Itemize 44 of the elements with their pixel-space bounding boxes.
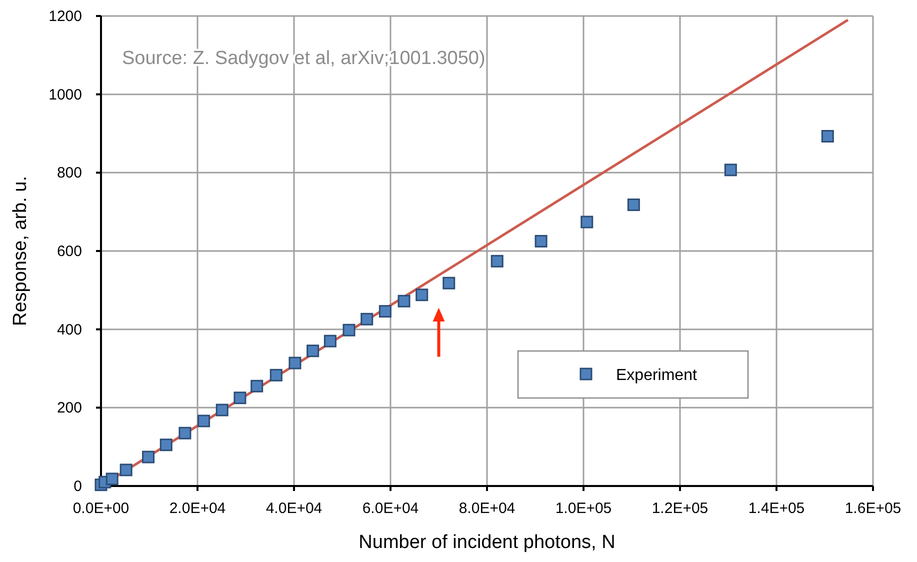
y-tick-label: 1000 [48,86,82,104]
point [160,438,172,452]
x-tick-label: 1.6E+05 [844,500,902,517]
x-tick-label: 0.0E+00 [72,500,130,517]
legend-label: Experiment [616,367,698,384]
x-tick-label: 6.0E+04 [362,500,419,517]
point [178,426,192,440]
point [490,254,504,268]
point [627,198,640,212]
point [198,414,210,428]
point [821,130,834,142]
y-tick-label: 0 [74,478,82,495]
point [142,450,155,464]
point [120,464,132,476]
point [342,324,356,336]
point [216,404,228,416]
y-tick-label: 600 [56,243,82,260]
y-axis-title: Response, arb. u. [10,176,31,326]
point [360,312,374,326]
x-tick-label: 1.2E+05 [652,500,708,517]
y-tick-label: 800 [56,164,82,182]
point [398,294,410,308]
x-axis-title: Number of incident photons, N [358,532,616,553]
y-tick-label: 200 [56,400,82,417]
x-tick-label: 1.4E+05 [748,500,805,517]
x-tick-label: 1.0E+05 [555,500,612,517]
point [288,356,302,370]
y-tick-label: 1200 [48,8,82,25]
point [416,288,428,302]
point [724,164,737,176]
point [378,305,392,318]
point [306,344,320,358]
point [534,234,548,248]
point [234,392,246,404]
point [106,472,118,486]
x-tick-label: 4.0E+04 [266,500,322,517]
x-tick-label: 2.0E+04 [169,500,226,517]
point [270,368,282,382]
point [250,380,264,392]
x-tick-label: 8.0E+04 [458,500,516,517]
point [324,334,336,348]
point [580,216,594,228]
point [442,276,456,290]
y-tick-label: 400 [56,321,82,338]
